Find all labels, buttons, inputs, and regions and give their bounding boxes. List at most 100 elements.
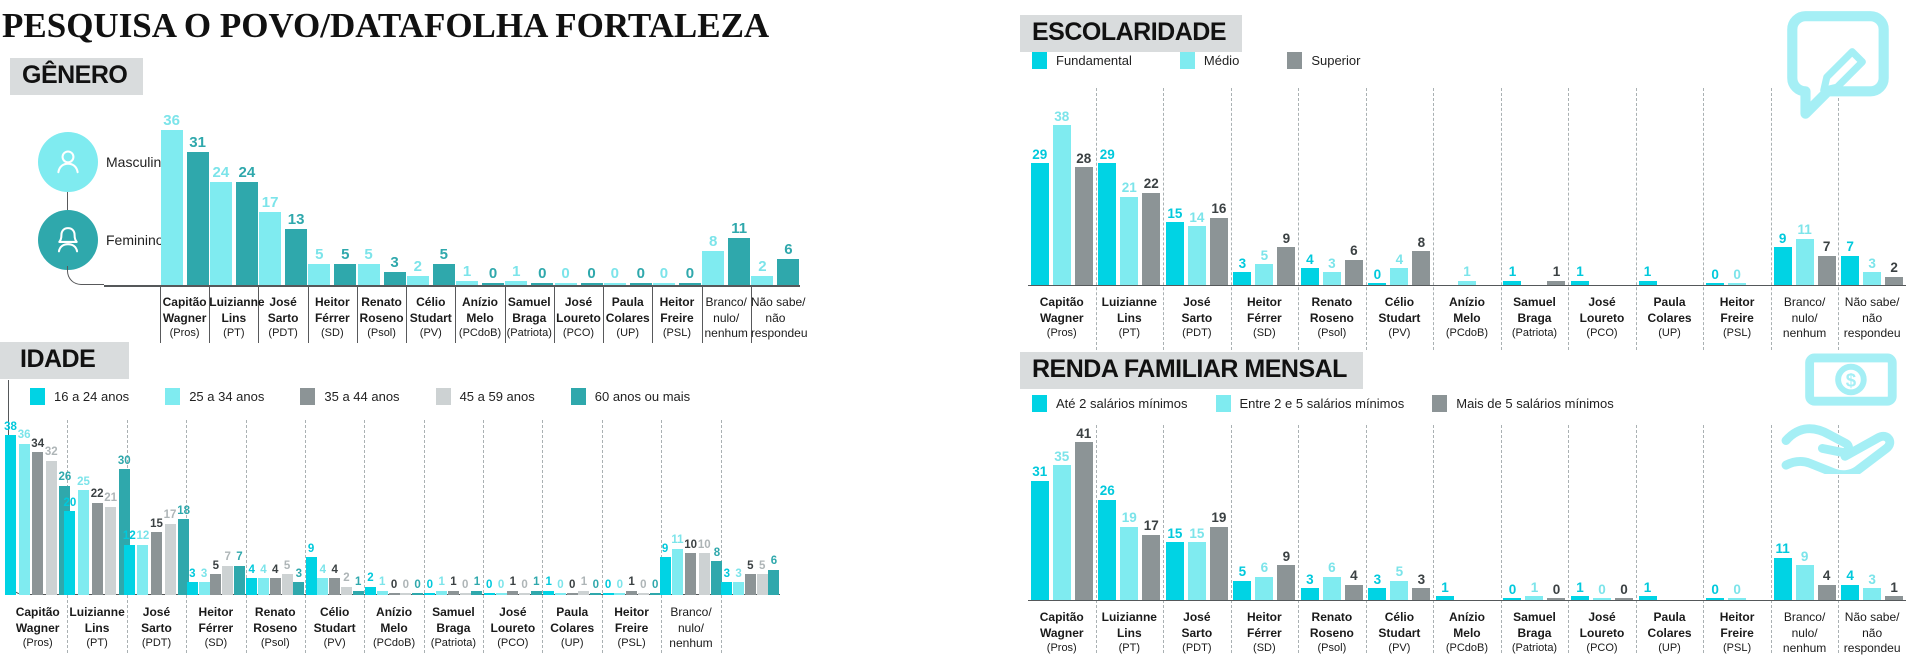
bar-16-a-24-anos	[64, 511, 76, 595]
candidate-name-line: José	[1183, 610, 1211, 624]
bar-value-label: 17	[1143, 518, 1159, 534]
bar-at-2-sal-rios-m-nimos	[1841, 584, 1860, 600]
renda-chart-plot: 31 35 41 26 19 17 15 15 19 5 6 9 3 6 4 3 5 3 1 0 1 0 1 0 0 1 0 0 11 9…	[1028, 427, 1906, 600]
bar-25-a-34-anos	[317, 578, 329, 595]
chart-group: 26 19 17	[1096, 438, 1164, 600]
bar-60-anos-ou-mais	[590, 593, 602, 595]
bar-35-a-44-anos	[507, 590, 519, 595]
candidate-name-line: Samuel	[507, 295, 551, 309]
legend-item-60-anos-ou-mais: 60 anos ou mais	[570, 388, 690, 405]
candidate-label: Renato Roseno (Psol)	[246, 598, 305, 652]
candidate-party: (Patriota)	[430, 637, 477, 650]
candidate-party: (PCdoB)	[372, 637, 416, 650]
candidate-name-line: nenhum	[669, 636, 713, 651]
bar-25-a-34-anos	[614, 593, 626, 595]
candidate-name-line: Férrer	[198, 620, 234, 635]
escolaridade-axis-line	[1028, 285, 1906, 286]
bar-at-2-sal-rios-m-nimos	[1706, 598, 1725, 600]
candidate-name-line: Braga	[1517, 310, 1552, 325]
chart-group: 11 9 4	[1771, 438, 1839, 600]
candidate-label: Luizianne Lins (PT)	[209, 288, 264, 342]
bar-25-a-34-anos	[137, 544, 149, 595]
bar-value-label: 0	[1552, 581, 1561, 597]
legend-item-mais-de-5-sal-rios-m-nimos: Mais de 5 salários mínimos	[1432, 395, 1614, 412]
bar-at-2-sal-rios-m-nimos	[1638, 596, 1657, 600]
bar-masculino	[308, 263, 331, 285]
bar-value-label: 5	[341, 245, 350, 263]
bar-value-label: 6	[1350, 243, 1358, 259]
bar-value-label: 15	[1167, 525, 1183, 541]
bar-m-dio	[1322, 272, 1341, 285]
legend-label: 16 a 24 anos	[54, 389, 130, 404]
bar-value-label: 19	[1211, 510, 1227, 526]
speech-bubble-pencil-icon	[1772, 4, 1906, 141]
candidate-party: (Patriota)	[1511, 327, 1558, 340]
bar-value-label: 1	[355, 576, 362, 589]
candidate-label: Anízio Melo (PCdoB)	[1433, 288, 1501, 342]
axis-tick	[504, 285, 506, 343]
candidate-name-line: Melo	[1453, 310, 1481, 325]
bar-value-label: 0	[414, 578, 421, 591]
candidate-name-line: Capitão	[162, 295, 207, 309]
bar-mais-de-5-sal-rios-m-nimos	[1277, 565, 1296, 600]
bar-35-a-44-anos	[626, 590, 638, 595]
axis-tick	[455, 285, 457, 343]
escolaridade-chart-plot: 29 38 28 29 21 22 15 14 16 3 5 9 4 3 6 0 4 8 1 1 1 1 1 0 0 9 11 7 7 3…	[1028, 108, 1906, 285]
bar-value-label: 0	[1508, 581, 1517, 597]
bar-value-label: 5	[1238, 564, 1247, 580]
bar-entre-2-e-5-sal-rios-m-nimos	[1795, 565, 1814, 600]
candidate-name-line: Heitor	[1247, 610, 1282, 624]
bar-value-label: 9	[1800, 548, 1809, 564]
candidate-name-line: Colares	[1647, 625, 1692, 640]
group-separator	[1365, 425, 1367, 653]
group-separator	[1703, 425, 1705, 653]
bar-16-a-24-anos	[5, 435, 17, 595]
bar-value-label: 3	[1238, 255, 1247, 271]
candidate-label: Heitor Freire (PSL)	[1703, 288, 1771, 342]
bar-value-label: 9	[661, 542, 669, 555]
candidate-party: (UP)	[1658, 327, 1681, 340]
bar-value-label: 5	[212, 559, 220, 572]
bar-16-a-24-anos	[364, 586, 376, 595]
candidate-name-line: nulo/	[1791, 625, 1818, 640]
group-separator	[245, 420, 247, 653]
candidate-party: (PCO)	[497, 637, 529, 650]
candidate-party: (Psol)	[367, 327, 396, 340]
group-separator	[1838, 425, 1840, 653]
bar-value-label: 24	[212, 163, 230, 181]
bar-45-a-59-anos	[105, 506, 117, 595]
candidate-name-line: Não sabe/	[750, 295, 806, 309]
legend-label: Até 2 salários mínimos	[1056, 396, 1188, 411]
legend-label: Fundamental	[1056, 53, 1132, 68]
candidate-label: Renato Roseno (Psol)	[1298, 603, 1366, 657]
bar-value-label: 28	[1076, 150, 1092, 166]
bar-value-label: 1	[545, 576, 552, 589]
candidate-name-line: Heitor	[614, 605, 649, 619]
candidate-label: Não sabe/não respondeu	[1838, 603, 1906, 657]
axis-tick	[160, 285, 161, 343]
candidate-name-line: Paula	[611, 295, 644, 309]
candidate-party: (Pros)	[169, 327, 200, 340]
legend-label: 25 a 34 anos	[189, 389, 265, 404]
bar-at-2-sal-rios-m-nimos	[1503, 598, 1522, 600]
escolaridade-legend: Fundamental Médio Superior	[1032, 52, 1408, 69]
candidate-name-line: Roseno	[253, 620, 298, 635]
bar-value-label: 0	[1373, 266, 1382, 282]
bar-masculino	[259, 211, 282, 285]
candidate-party: (PDT)	[1182, 327, 1212, 340]
bar-feminino	[235, 181, 258, 285]
legend-label: 35 a 44 anos	[324, 389, 400, 404]
legend-swatch	[435, 388, 451, 405]
bar-value-label: 3	[1417, 571, 1426, 587]
candidate-label: Não sabe/não respondeu	[1838, 288, 1906, 342]
group-separator	[542, 420, 544, 653]
candidate-name-line: Célio	[1384, 610, 1415, 624]
candidate-name-line: Heitor	[1247, 295, 1282, 309]
chart-group: 9 11 7	[1771, 108, 1839, 285]
